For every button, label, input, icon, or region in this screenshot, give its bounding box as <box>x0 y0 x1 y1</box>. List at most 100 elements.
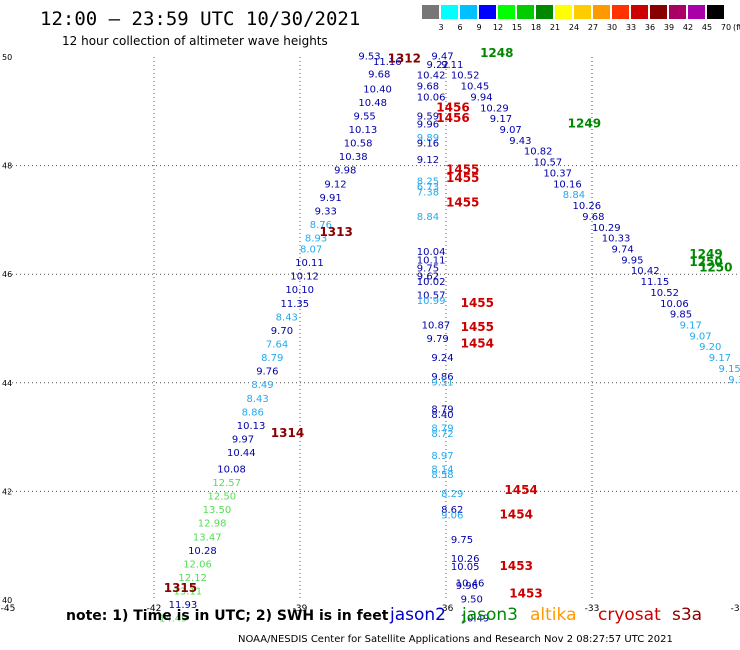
footer-note: note: 1) Time is in UTC; 2) SWH is in fe… <box>66 608 389 624</box>
color-scale-swatch <box>650 5 667 19</box>
wave-height-value: 10.11 <box>295 258 324 269</box>
wave-height-value: 10.52 <box>650 288 679 299</box>
map-grid <box>8 57 738 600</box>
wave-height-value: 9.70 <box>271 326 293 337</box>
pass-time-label: 1455 <box>461 296 494 310</box>
wave-height-value: 8.79 <box>431 424 453 435</box>
wave-height-value: 9.17 <box>490 114 512 125</box>
color-scale-label: 70 <box>720 23 732 32</box>
color-scale-swatch <box>574 5 591 19</box>
wave-height-value: 11.16 <box>373 57 402 68</box>
wave-height-value: 13.50 <box>203 505 232 516</box>
page-title: 12:00 – 23:59 UTC 10/30/2021 <box>40 8 361 30</box>
wave-height-value: 10.82 <box>524 147 553 158</box>
wave-height-value: 10.13 <box>237 421 266 432</box>
wave-height-value: 9.15 <box>719 364 740 375</box>
wave-height-value: 7.38 <box>417 187 439 198</box>
wave-height-value: 9.51 <box>431 378 453 389</box>
wave-height-value: 9.95 <box>621 255 643 266</box>
pass-time-label: 1454 <box>504 483 537 497</box>
wave-height-value: 9.07 <box>500 125 522 136</box>
wave-height-value: 9.33 <box>315 206 337 217</box>
wave-height-value: 10.46 <box>456 578 485 589</box>
color-scale-label: 42 <box>682 23 694 32</box>
wave-height-value: 10.45 <box>461 82 490 93</box>
wave-height-value: 8.43 <box>246 394 268 405</box>
color-scale-swatch <box>669 5 686 19</box>
wave-height-value: 12.06 <box>183 559 212 570</box>
wave-height-value: 9.43 <box>509 136 531 147</box>
wave-height-value: 12.57 <box>212 478 241 489</box>
wave-height-value: 9.55 <box>354 111 376 122</box>
wave-height-value: 9.62 <box>417 272 439 283</box>
wave-height-value: 10.33 <box>602 234 631 245</box>
wave-height-value: 8.79 <box>431 405 453 416</box>
wave-height-value: 10.26 <box>451 554 480 565</box>
wave-height-value: 10.37 <box>543 168 572 179</box>
wave-height-value: 10.10 <box>285 285 314 296</box>
color-scale-label: 9 <box>476 23 482 32</box>
wave-height-value: 10.44 <box>227 448 256 459</box>
wave-height-value: 10.08 <box>217 464 246 475</box>
wave-height-value: 9.17 <box>680 321 702 332</box>
pass-time-label: 1312 <box>388 51 421 65</box>
wave-height-value: 9.79 <box>427 334 449 345</box>
wave-height-value: 9.75 <box>451 535 473 546</box>
wave-height-value: 13.47 <box>193 532 222 543</box>
pass-time-label: 1250 <box>689 255 722 269</box>
wave-height-value: 9.50 <box>461 595 483 606</box>
wave-height-value: 12.98 <box>198 519 227 530</box>
wave-height-value: 10.06 <box>417 92 446 103</box>
pass-time-label: 1455 <box>446 171 479 185</box>
lat-tick-label: 44 <box>2 379 12 388</box>
wave-height-value: 12.50 <box>208 492 237 503</box>
pass-time-label: 1315 <box>164 581 197 595</box>
color-scale-label: 30 <box>606 23 618 32</box>
wave-height-value: 9.96 <box>456 581 478 592</box>
wave-height-value: 10.87 <box>422 321 451 332</box>
wave-height-value: 7.64 <box>266 340 288 351</box>
color-scale-label: 36 <box>644 23 656 32</box>
lat-tick-label: 46 <box>2 270 12 279</box>
wave-height-value: 10.16 <box>553 179 582 190</box>
wave-height-value: 8.29 <box>441 489 463 500</box>
wave-height-value: 9.89 <box>417 133 439 144</box>
wave-height-value: 9.16 <box>417 139 439 150</box>
color-scale-label: 39 <box>663 23 675 32</box>
wave-height-value: 10.06 <box>660 299 689 310</box>
pass-time-label: 1248 <box>480 46 513 60</box>
wave-height-value: 8.86 <box>242 407 264 418</box>
wave-height-value: 13.11 <box>173 587 202 598</box>
color-scale-label: 18 <box>530 23 542 32</box>
wave-height-value: 8.97 <box>431 451 453 462</box>
wave-height-value: 9.91 <box>319 193 341 204</box>
wave-height-value: 9.75 <box>417 263 439 274</box>
color-scale-label: 21 <box>549 23 561 32</box>
wave-height-value: 10.04 <box>417 247 446 258</box>
wave-height-value: 8.49 <box>251 380 273 391</box>
color-scale-swatch <box>593 5 610 19</box>
legend-altika: altika <box>530 605 577 625</box>
wave-height-value: 10.57 <box>534 158 563 169</box>
pass-time-label: 1313 <box>319 225 352 239</box>
legend-cryosat: cryosat <box>598 605 661 625</box>
wave-height-value: 12.12 <box>178 573 207 584</box>
wave-height-value: 6.73 <box>417 182 439 193</box>
wave-height-value: 9.96 <box>417 120 439 131</box>
lon-tick-label: -36 <box>439 604 454 614</box>
color-scale-swatch <box>707 5 724 19</box>
wave-height-value: 8.07 <box>300 244 322 255</box>
color-scale-label: 12 <box>492 23 504 32</box>
color-scale-label: 24 <box>568 23 580 32</box>
color-scale-label: 6 <box>457 23 463 32</box>
color-scale-swatch <box>688 5 705 19</box>
pass-time-label: 1455 <box>446 195 479 209</box>
pass-time-label: 1456 <box>436 111 469 125</box>
pass-time-label: 1453 <box>509 586 542 600</box>
lon-tick-label: -45 <box>1 604 16 614</box>
wave-height-value: 10.57 <box>417 291 446 302</box>
wave-height-value: 9.47 <box>431 52 453 63</box>
pass-time-label: 1250 <box>699 260 732 274</box>
wave-height-value: 10.28 <box>188 546 217 557</box>
